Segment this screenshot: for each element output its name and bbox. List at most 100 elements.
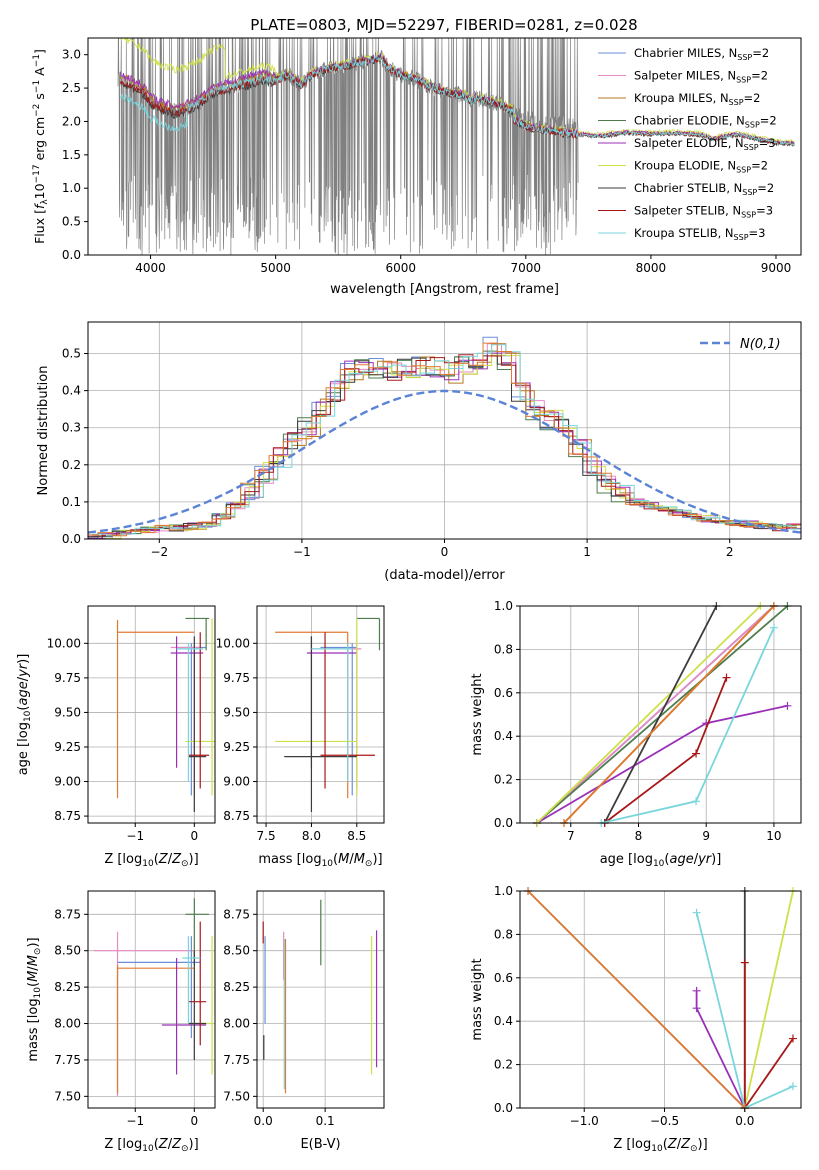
x-tick-label: 8.5 <box>347 829 366 843</box>
axes-frame <box>519 605 802 824</box>
figure-title: PLATE=0803, MJD=52297, FIBERID=0281, z=0… <box>250 16 637 34</box>
x-tick-label: 4000 <box>135 261 166 275</box>
spectrum-y-label: Flux [fλ10−17 erg cm−2 s−1 A−1] <box>32 49 50 244</box>
axes-frame <box>256 605 385 824</box>
histogram-plot-area <box>88 336 801 539</box>
x-tick-label: 0.0 <box>735 1114 754 1128</box>
legend-entry: Salpeter MILES, NSSP=2 <box>634 69 768 85</box>
x-tick-label: 8.0 <box>302 829 321 843</box>
x-tick-label: 7 <box>567 829 575 843</box>
x-tick-label: 0.0 <box>254 1114 273 1128</box>
x-tick-label: 8 <box>635 829 643 843</box>
x-tick-label: 8000 <box>636 261 667 275</box>
weight-marker <box>788 1034 797 1043</box>
mass-vs-ebv-panel: 0.0 0.1 7.50 7.75 8.00 8.25 8.50 8.75 E(B-V) <box>223 890 385 1152</box>
y-tick-label: 3.0 <box>62 48 81 62</box>
y-tick-label: 9.00 <box>223 775 250 789</box>
weight-line <box>603 605 718 824</box>
legend-entry: Kroupa MILES, NSSP=2 <box>634 91 760 107</box>
axes-frame <box>87 605 216 824</box>
x-tick-label: 6000 <box>385 261 416 275</box>
axes-frame <box>519 890 802 1109</box>
histogram-step <box>88 355 797 538</box>
y-tick-label: 0.1 <box>62 495 81 509</box>
weight-marker <box>692 797 701 806</box>
y-tick-label: 9.50 <box>223 705 250 719</box>
weight-line <box>536 605 775 824</box>
x-tick-label: 0 <box>191 1114 199 1128</box>
mass-ebv-x-label: E(B-V) <box>300 1137 340 1152</box>
weight-marker <box>692 1004 701 1013</box>
x-tick-label: −2 <box>150 545 168 559</box>
weight-line <box>601 627 775 824</box>
axes-frame <box>256 890 385 1109</box>
normal-legend-label: N(0,1) <box>740 337 781 352</box>
mass-Z-x-label: Z [log10(Z/Z⊙)] <box>104 1137 198 1154</box>
y-tick-label: 8.50 <box>54 944 81 958</box>
x-tick-label: 7000 <box>511 261 542 275</box>
spectrum-x-label: wavelength [Angstrom, rest frame] <box>330 282 559 297</box>
age-vs-mass-panel: 7.5 8.0 8.5 8.75 9.00 9.25 9.50 9.75 10.00 mass [… <box>216 605 385 869</box>
y-tick-label: 7.50 <box>54 1089 81 1103</box>
y-tick-label: 0.4 <box>494 729 513 743</box>
y-tick-label: 8.00 <box>223 1017 250 1031</box>
y-tick-label: 0.4 <box>494 1014 513 1028</box>
y-tick-label: 7.50 <box>223 1089 250 1103</box>
y-tick-label: 7.75 <box>223 1053 250 1067</box>
y-tick-label: 8.50 <box>223 944 250 958</box>
weight-marker <box>692 749 701 758</box>
legend-entry: Salpeter STELIB, NSSP=3 <box>634 204 773 220</box>
mass-weight-vs-age-panel: 7 8 9 10 0.0 0.2 0.4 0.6 0.8 1.0 age [log10(age/yr… <box>470 599 802 869</box>
age-Z-y-label: age [log10(age/yr)] <box>16 654 33 776</box>
y-tick-label: 8.75 <box>54 907 81 921</box>
weight-x-label: Z [log10(Z/Z⊙)] <box>613 1137 707 1154</box>
histogram-x-label: (data-model)/error <box>384 568 505 583</box>
y-tick-label: 9.75 <box>54 671 81 685</box>
y-tick-label: 0.5 <box>62 215 81 229</box>
weight-line <box>743 890 794 1109</box>
age-vs-Z-panel: −1 0 8.75 9.00 9.25 9.50 9.75 10.00 Z [log10(Z/Z… <box>16 605 216 869</box>
x-tick-label: 0.1 <box>316 1114 335 1128</box>
x-tick-label: 0 <box>191 829 199 843</box>
spectrum-plot-area <box>117 38 795 255</box>
mass-Z-y-label: mass [log10(M/M⊙)] <box>26 937 43 1061</box>
y-tick-label: 7.75 <box>54 1053 81 1067</box>
weight-line <box>536 605 762 824</box>
y-tick-label: 8.75 <box>223 809 250 823</box>
mass-weight-vs-Z-panel: −1.0 −0.5 0.0 0.0 0.2 0.4 0.6 0.8 1.0 Z [log10(Z/… <box>470 884 802 1154</box>
y-tick-label: 0.0 <box>494 816 513 830</box>
weight-line <box>744 1085 794 1109</box>
legend-entry: Chabrier MILES, NSSP=2 <box>634 46 769 62</box>
x-tick-label: 2 <box>726 545 734 559</box>
weight-line <box>604 677 728 824</box>
spectrum-data-line <box>117 38 579 255</box>
x-tick-label: 5000 <box>260 261 291 275</box>
weight-marker <box>769 623 778 632</box>
y-tick-label: 0.8 <box>494 642 513 656</box>
model-line-kroupa-stelib <box>120 53 795 147</box>
y-tick-label: 8.25 <box>54 980 81 994</box>
y-tick-label: 10.00 <box>216 636 250 650</box>
y-tick-label: 2.0 <box>62 114 81 128</box>
legend-entry: Kroupa STELIB, NSSP=3 <box>634 226 765 242</box>
weight-line <box>744 1038 794 1109</box>
weight-marker <box>740 958 749 967</box>
x-tick-label: −0.5 <box>650 1114 679 1128</box>
weight-line <box>536 704 788 824</box>
x-tick-label: 9000 <box>761 261 792 275</box>
weight-line <box>527 890 746 1109</box>
y-tick-label: 9.75 <box>223 671 250 685</box>
weight-y-label: mass weight <box>470 958 485 1040</box>
weight-line <box>563 605 775 824</box>
histogram-step <box>92 343 801 537</box>
y-tick-label: 8.75 <box>223 907 250 921</box>
y-tick-label: 1.0 <box>62 181 81 195</box>
weight-marker <box>788 1082 797 1091</box>
y-tick-label: 0.0 <box>494 1101 513 1115</box>
y-tick-label: 9.00 <box>54 775 81 789</box>
x-tick-label: −1.0 <box>570 1114 599 1128</box>
y-tick-label: 0.3 <box>62 421 81 435</box>
y-tick-label: 9.50 <box>54 705 81 719</box>
y-tick-label: 1.0 <box>494 599 513 613</box>
